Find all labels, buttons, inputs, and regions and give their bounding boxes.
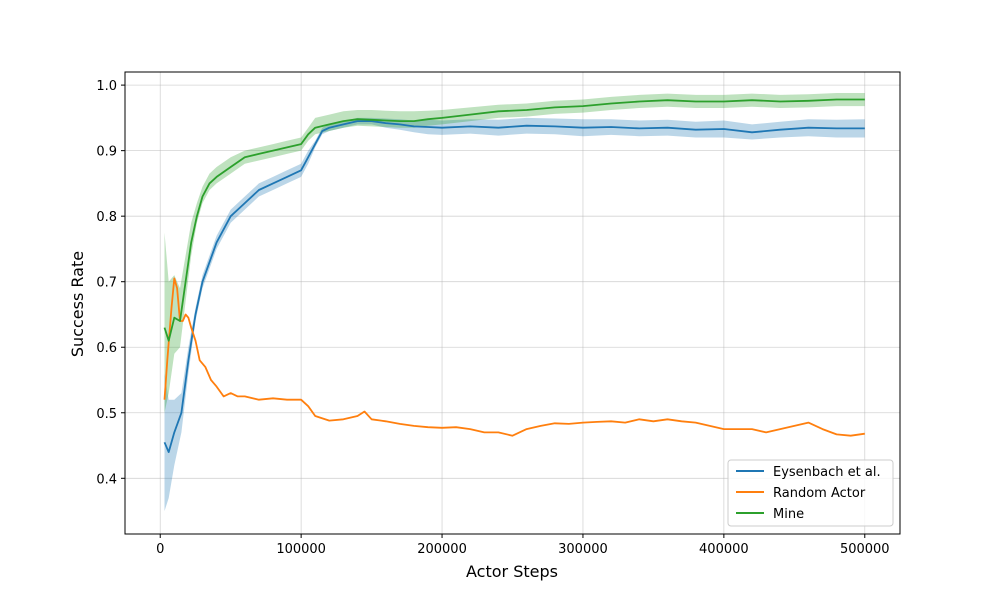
y-tick-label: 0.6 bbox=[96, 341, 117, 356]
band-eysenbach-et-al bbox=[164, 117, 865, 512]
y-tick-label: 0.9 bbox=[96, 145, 117, 160]
x-tick-label: 200000 bbox=[417, 542, 467, 557]
y-tick-label: 0.4 bbox=[96, 472, 117, 487]
series-line-mine bbox=[163, 98, 865, 342]
plot-area-frame bbox=[124, 71, 901, 535]
y-tick-label: 0.7 bbox=[96, 276, 117, 291]
band-mine bbox=[164, 93, 865, 413]
axis-ticks: 0 100000 200000 300000 400000 500000 0.4 0.5 0.6… bbox=[96, 79, 889, 557]
legend-label-random-actor: Random Actor bbox=[773, 486, 866, 501]
series-line-eysenbach-et-al bbox=[163, 120, 865, 453]
legend-label-eysenbach: Eysenbach et al. bbox=[773, 465, 881, 480]
x-tick-label: 400000 bbox=[699, 542, 749, 557]
x-tick-label: 100000 bbox=[276, 542, 326, 557]
x-tick-label: 0 bbox=[156, 542, 164, 557]
series-lines bbox=[163, 98, 865, 453]
legend: Eysenbach et al. Random Actor Mine bbox=[727, 459, 894, 527]
series-line-random-actor bbox=[163, 277, 865, 437]
x-tick-label: 300000 bbox=[558, 542, 608, 557]
legend-label-mine: Mine bbox=[773, 507, 804, 522]
x-tick-label: 500000 bbox=[840, 542, 890, 557]
y-tick-label: 1.0 bbox=[96, 79, 117, 94]
y-axis-title: Success Rate bbox=[68, 251, 87, 357]
y-tick-label: 0.5 bbox=[96, 407, 117, 422]
y-tick-label: 0.8 bbox=[96, 210, 117, 225]
confidence-bands bbox=[164, 93, 865, 512]
grid-lines bbox=[125, 72, 900, 534]
legend-frame bbox=[727, 459, 894, 527]
x-axis-title: Actor Steps bbox=[466, 562, 558, 581]
